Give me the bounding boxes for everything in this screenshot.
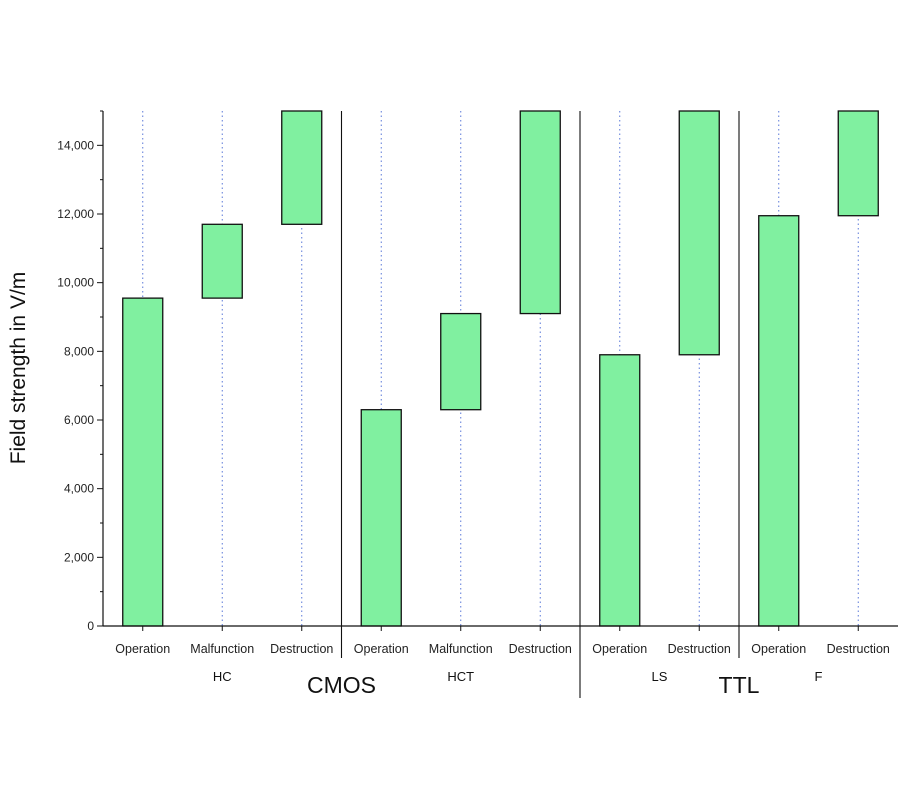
category-label: Malfunction xyxy=(429,642,493,656)
y-tick-label: 8,000 xyxy=(64,344,94,358)
bar-ls-operation xyxy=(599,354,641,627)
group-label-f: F xyxy=(815,669,823,684)
bar-hct-operation xyxy=(360,409,402,627)
y-tick-label: 6,000 xyxy=(64,413,94,427)
family-label-cmos: CMOS xyxy=(307,672,376,698)
category-label: Operation xyxy=(592,642,647,656)
bar-hc-operation xyxy=(122,297,164,627)
bar-f-operation xyxy=(758,215,800,627)
y-tick-label: 10,000 xyxy=(57,276,94,290)
bar-hct-destruction xyxy=(519,110,561,315)
y-tick-label: 14,000 xyxy=(57,138,94,152)
category-label: Destruction xyxy=(509,642,572,656)
axes xyxy=(97,110,898,698)
category-label: Malfunction xyxy=(190,642,254,656)
category-label: Destruction xyxy=(668,642,731,656)
category-label: Operation xyxy=(751,642,806,656)
bar-hct-malfunction xyxy=(440,312,482,411)
labels: Operation Malfunction Destruction HC Operati… xyxy=(57,138,890,698)
family-label-ttl: TTL xyxy=(719,672,760,698)
grid-lines xyxy=(142,111,859,626)
bar-ls-destruction xyxy=(678,110,720,356)
group-label-hc: HC xyxy=(213,669,232,684)
bars xyxy=(122,110,879,627)
group-label-hct: HCT xyxy=(447,669,474,684)
bar-hc-malfunction xyxy=(201,223,243,299)
y-tick-label: 4,000 xyxy=(64,482,94,496)
category-label: Destruction xyxy=(270,642,333,656)
y-tick-label: 12,000 xyxy=(57,207,94,221)
bar-f-destruction xyxy=(837,110,879,217)
group-label-ls: LS xyxy=(652,669,668,684)
y-axis-title: Field strength in V/m xyxy=(7,272,30,465)
y-tick-label: 2,000 xyxy=(64,550,94,564)
category-label: Operation xyxy=(354,642,409,656)
category-label: Operation xyxy=(115,642,170,656)
category-label: Destruction xyxy=(827,642,890,656)
bar-hc-destruction xyxy=(281,110,323,225)
y-tick-label: 0 xyxy=(87,619,94,633)
